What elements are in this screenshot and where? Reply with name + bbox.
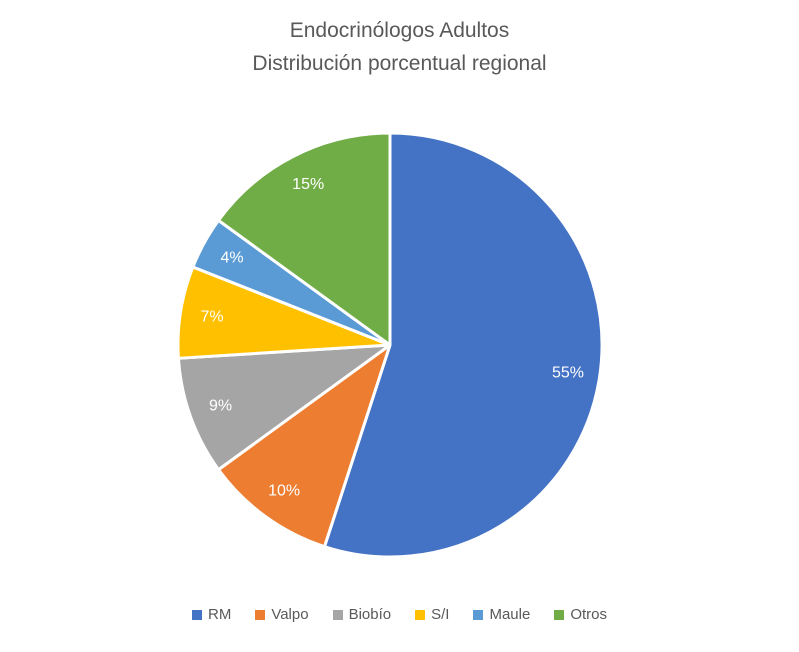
legend-label-valpo: Valpo [271,606,309,623]
legend-label-maule: Maule [489,606,531,623]
pie-slice-label-maule: 4% [221,250,244,267]
pie-slice-otros [216,131,392,347]
chart-title-line-2: Distribución porcentual regional [252,52,547,75]
legend-marker-valpo [255,609,266,620]
legend-marker-si [415,609,426,620]
legend-item-biobio: Biobío [332,606,392,623]
chart-legend: RM Valpo Biobío S/I Maule Otros [0,606,799,623]
legend-label-biobio: Biobío [348,606,392,623]
chart-title: Endocrinólogos Adultos Distribución porc… [0,14,799,80]
pie-slice-label-s-i: 7% [200,308,223,325]
legend-label-rm: RM [207,606,232,623]
pie-slice-rm [322,131,604,559]
legend-marker-biobio [332,609,343,620]
legend-label-si: S/I [431,606,450,623]
legend-item-maule: Maule [473,606,530,623]
legend-item-si: S/I [415,606,449,623]
legend-label-otros: Otros [570,606,608,623]
pie-slice-valpo [216,343,392,549]
legend-marker-maule [473,609,484,620]
legend-marker-otros [554,609,565,620]
chart-title-line-1: Endocrinólogos Adultos [289,19,510,42]
pie-slice-label-valpo: 10% [268,482,300,499]
pie-slice-biob-o [176,343,392,472]
pie-slice-label-biob-o: 9% [209,398,232,415]
legend-item-valpo: Valpo [255,606,309,623]
legend-item-otros: Otros [554,606,607,623]
pie-slice-label-otros: 15% [292,176,324,193]
legend-item-rm: RM [191,606,232,623]
legend-marker-rm [191,609,202,620]
pie-slice-label-rm: 55% [552,365,584,382]
